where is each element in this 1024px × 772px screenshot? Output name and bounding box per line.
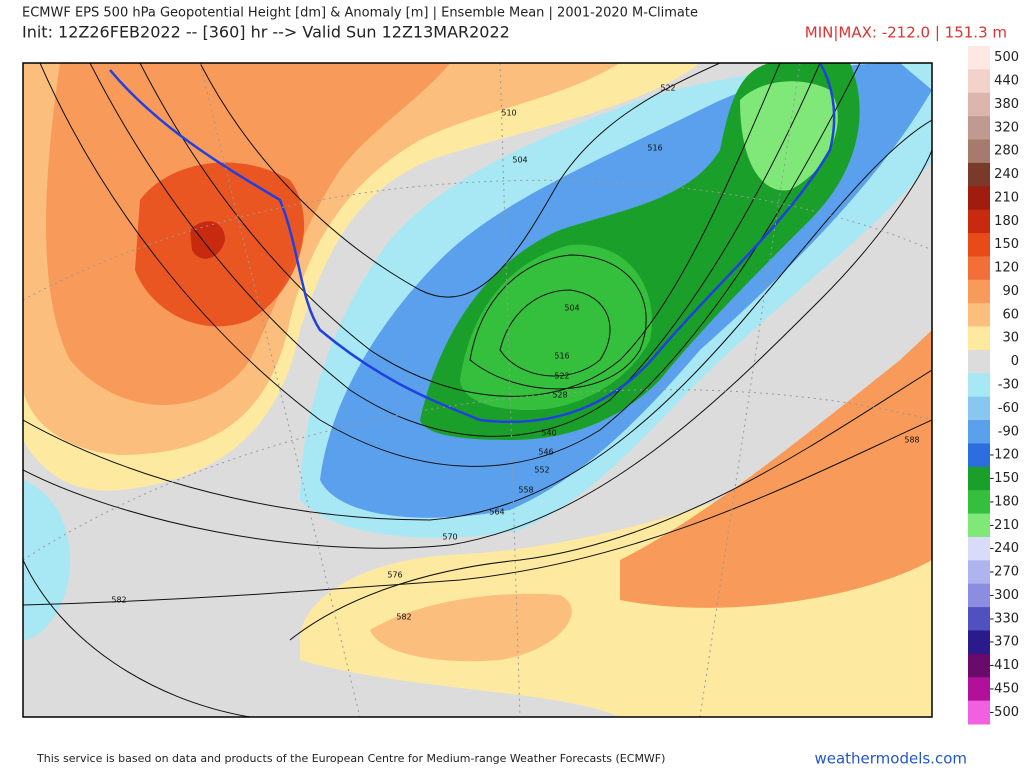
colorbar-swatch — [968, 186, 990, 211]
colorbar-label: -450 — [989, 681, 1019, 696]
anomaly-area — [370, 593, 572, 662]
colorbar-swatch — [968, 560, 990, 585]
colorbar-label: -90 — [998, 424, 1019, 439]
contour-label: 516 — [554, 352, 569, 361]
colorbar-swatch — [968, 46, 990, 70]
credit: This service is based on data and produc… — [36, 752, 665, 765]
colorbar-swatch — [968, 139, 990, 164]
colorbar-label: -410 — [989, 658, 1019, 673]
colorbar-swatch — [968, 303, 990, 328]
graticule — [23, 63, 932, 717]
contour-label: 564 — [489, 508, 504, 517]
colorbar-swatch — [968, 583, 990, 608]
map: 582 576 570 564 558 552 546 540 528 522 516 504 516 5… — [22, 62, 933, 718]
title: ECMWF EPS 500 hPa Geopotential Height [d… — [22, 6, 698, 21]
colorbar-swatch — [968, 279, 990, 304]
colorbar-label: 90 — [1002, 284, 1019, 299]
colorbar-label: 280 — [994, 144, 1019, 159]
colorbar-label: -120 — [989, 448, 1019, 463]
colorbar-swatch — [968, 536, 990, 561]
contour-label: 588 — [904, 436, 919, 445]
colorbar-label: 30 — [1002, 331, 1019, 346]
colorbar-label: 500 — [994, 50, 1019, 65]
colorbar-label: -30 — [998, 378, 1019, 393]
colorbar-label: -500 — [989, 705, 1019, 720]
colorbar-swatch — [968, 373, 990, 398]
colorbar-swatch — [968, 209, 990, 234]
colorbar-label: 240 — [994, 167, 1019, 182]
height-contours — [23, 63, 932, 717]
site-link[interactable]: weathermodels.com — [814, 750, 967, 768]
colorbar-label: 380 — [994, 97, 1019, 112]
colorbar-swatch — [968, 69, 990, 94]
colorbar-label: -330 — [989, 611, 1019, 626]
anomaly-area — [23, 480, 70, 640]
colorbar: 500 440 380 320 280 240 210 180 150 120 90 60 30 0 -30… — [968, 46, 1019, 725]
colorbar-label: 320 — [994, 120, 1019, 135]
colorbar-label: -150 — [989, 471, 1019, 486]
colorbar-label: 120 — [994, 261, 1019, 276]
anomaly-area — [460, 244, 652, 410]
contour-label: 522 — [660, 84, 675, 93]
colorbar-swatch — [968, 162, 990, 187]
colorbar-label: -180 — [989, 494, 1019, 509]
colorbar-swatch — [968, 630, 990, 655]
contour-label: 504 — [512, 156, 527, 165]
contour-label: 540 — [541, 429, 556, 438]
colorbar-swatch — [968, 326, 990, 351]
contour-label: 516 — [647, 144, 662, 153]
contour-label: 528 — [552, 391, 567, 400]
init-line: Init: 12Z26FEB2022 -- [360] hr --> Valid… — [22, 23, 510, 42]
colorbar-label: 60 — [1002, 307, 1019, 322]
contour-label: 552 — [534, 466, 549, 475]
colorbar-swatch — [968, 443, 990, 468]
colorbar-swatch — [968, 490, 990, 515]
colorbar-swatch — [968, 513, 990, 538]
colorbar-label: -60 — [998, 401, 1019, 416]
colorbar-label: 180 — [994, 214, 1019, 229]
colorbar-swatch — [968, 92, 990, 117]
anomaly-area — [190, 221, 225, 259]
colorbar-swatch — [968, 116, 990, 141]
map-frame — [22, 62, 933, 718]
colorbar-swatch — [968, 256, 990, 281]
contour-label: 570 — [442, 533, 457, 542]
min-max: MIN|MAX: -212.0 | 151.3 m — [805, 24, 1007, 42]
colorbar-swatch — [968, 396, 990, 421]
colorbar-label: 150 — [994, 237, 1019, 252]
colorbar-label: -270 — [989, 565, 1019, 580]
colorbar-swatch — [968, 420, 990, 444]
colorbar-label: -300 — [989, 588, 1019, 603]
colorbar-swatch — [968, 233, 990, 257]
contour-label: 558 — [518, 486, 533, 495]
contour-label: 582 — [396, 613, 411, 622]
contour-label: 504 — [564, 304, 579, 313]
colorbar-label: 0 — [1011, 354, 1019, 369]
colorbar-swatch — [968, 653, 990, 678]
colorbar-label: -370 — [989, 635, 1019, 650]
colorbar-label: 440 — [994, 74, 1019, 89]
colorbar-swatch — [968, 677, 990, 702]
climatology-contour — [109, 63, 836, 424]
colorbar-swatch — [968, 349, 990, 374]
colorbar-label: 210 — [994, 190, 1019, 205]
contour-label: 522 — [554, 372, 569, 381]
colorbar-swatch — [968, 607, 990, 631]
colorbar-swatch — [968, 700, 990, 725]
colorbar-label: -210 — [989, 518, 1019, 533]
colorbar-label: -240 — [989, 541, 1019, 556]
colorbar-swatch — [968, 466, 990, 491]
anomaly-area — [620, 330, 932, 608]
contour-label: 546 — [538, 448, 553, 457]
contour-label: 576 — [387, 571, 402, 580]
contour-label: 582 — [111, 596, 126, 605]
contour-label: 510 — [501, 109, 516, 118]
